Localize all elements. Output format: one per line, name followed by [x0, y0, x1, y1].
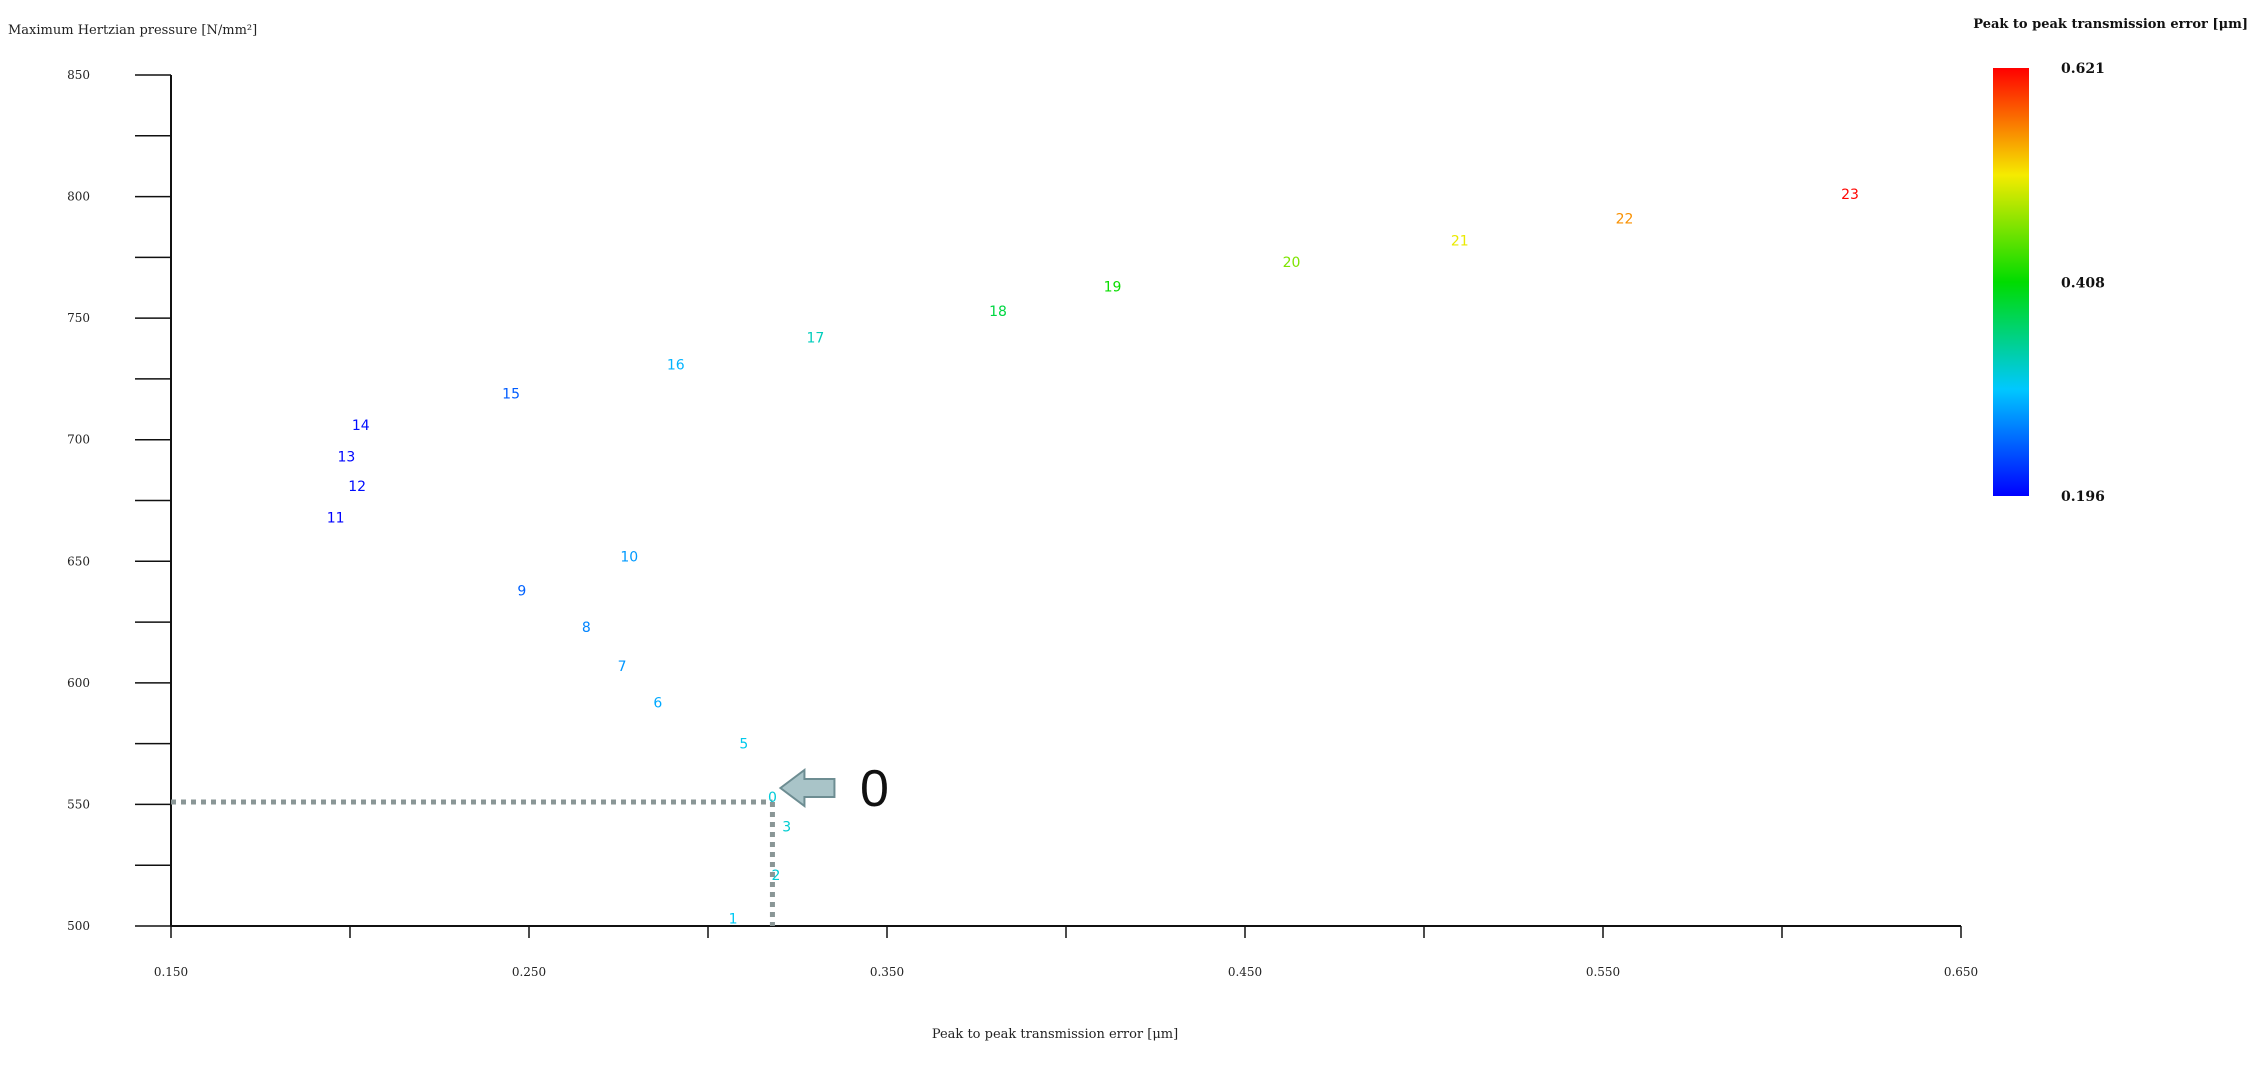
axes: 0.150 0.250 0.350 0.450 0.550 0.6505005506006…	[67, 68, 1978, 979]
point-label-16: 16	[667, 357, 685, 373]
point-label-11: 11	[327, 511, 345, 527]
x-tick-label: 0.150	[154, 965, 188, 979]
point-label-3: 3	[782, 819, 791, 835]
x-tick-label: 0.550	[1586, 965, 1620, 979]
point-label-13: 13	[338, 450, 356, 466]
x-tick-label: 0.650	[1944, 965, 1978, 979]
y-tick-label: 650	[67, 554, 90, 568]
highlight-guides	[171, 799, 775, 926]
highlight-callout: 0	[778, 760, 889, 818]
point-label-14: 14	[352, 418, 370, 434]
y-tick-label: 850	[67, 68, 90, 82]
x-tick-label: 0.450	[1228, 965, 1262, 979]
colorbar-label: 0.408	[2061, 276, 2105, 292]
y-tick-label: 600	[67, 676, 90, 690]
point-label-22: 22	[1616, 211, 1634, 227]
point-label-19: 19	[1104, 280, 1122, 296]
point-label-12: 12	[348, 479, 366, 495]
y-tick-label: 800	[67, 190, 90, 204]
point-label-17: 17	[806, 331, 824, 347]
colorbar-label: 0.621	[2061, 61, 2105, 77]
point-label-20: 20	[1283, 255, 1301, 271]
y-tick-label: 500	[67, 919, 90, 933]
point-label-5: 5	[739, 737, 748, 753]
y-tick-label: 750	[67, 311, 90, 325]
x-axis-title: Peak to peak transmission error [μm]	[932, 1027, 1178, 1042]
point-label-18: 18	[989, 304, 1007, 320]
point-label-6: 6	[653, 695, 662, 711]
y-tick-label: 550	[67, 797, 90, 811]
point-label-21: 21	[1451, 233, 1469, 249]
callout-arrow	[778, 767, 836, 808]
x-tick-label: 0.250	[512, 965, 546, 979]
point-label-15: 15	[502, 387, 520, 403]
point-label-7: 7	[618, 659, 627, 675]
point-label-9: 9	[517, 583, 526, 599]
point-label-10: 10	[620, 549, 638, 565]
y-axis-title: Maximum Hertzian pressure [N/mm²]	[8, 23, 257, 38]
callout-label: 0	[860, 760, 889, 818]
point-label-8: 8	[582, 620, 591, 636]
colorbar-bar	[1993, 68, 2029, 496]
point-label-2: 2	[772, 868, 781, 884]
colorbar: 0.621 0.408 0.196	[1993, 61, 2105, 505]
point-label-1: 1	[729, 912, 738, 928]
colorbar-label: 0.196	[2061, 489, 2105, 505]
point-label-0: 0	[768, 790, 777, 806]
point-label-23: 23	[1841, 187, 1859, 203]
colorbar-title: Peak to peak transmission error [μm]	[1973, 17, 2248, 32]
y-tick-label: 700	[67, 433, 90, 447]
x-tick-label: 0.350	[870, 965, 904, 979]
